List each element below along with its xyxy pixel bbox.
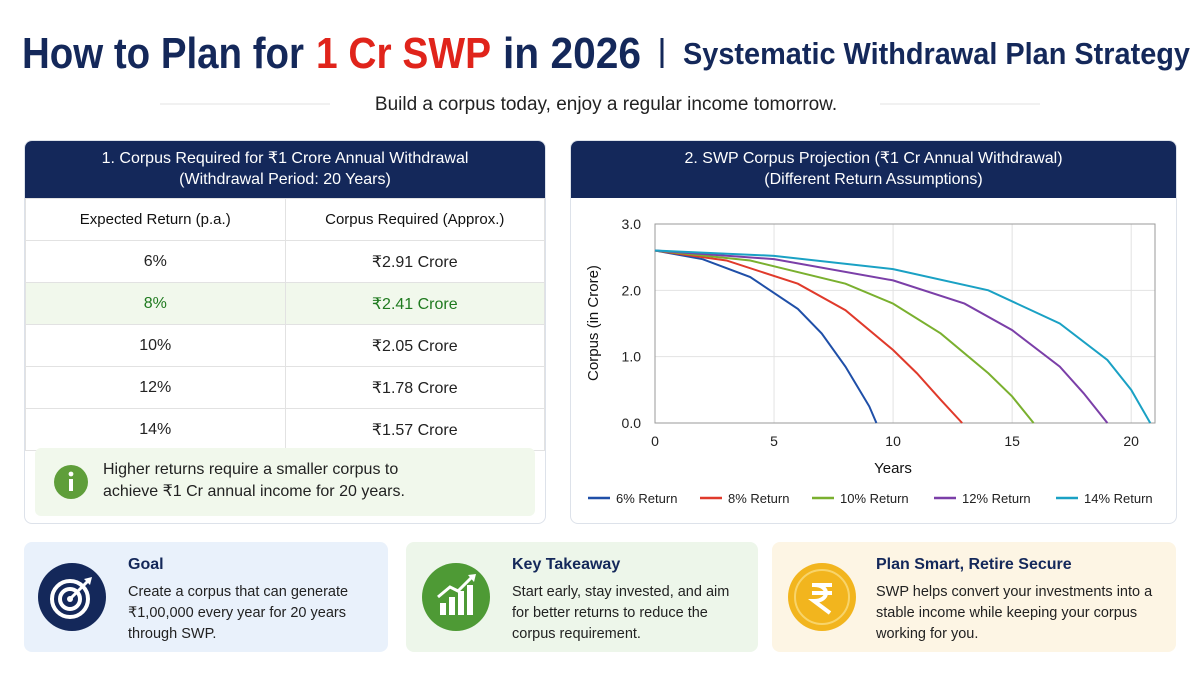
table-cell: ₹2.41 Crore — [284, 282, 545, 325]
table: Expected Return (p.a.) Corpus Required (A… — [25, 198, 545, 451]
table-row: 14% ₹1.57 Crore — [25, 408, 545, 451]
column-header: Corpus Required (Approx.) — [284, 198, 545, 241]
header-row: Expected Return (p.a.) Corpus Required (A… — [25, 198, 545, 241]
card-title: Key Takeaway — [512, 556, 621, 573]
table-row: 6% ₹2.91 Crore — [25, 240, 545, 283]
card-title: Plan Smart, Retire Secure — [876, 556, 1072, 573]
table-cell: 10% — [25, 324, 286, 367]
panel-subtitle: (Withdrawal Period: 20 Years) — [179, 171, 391, 188]
column-header: Expected Return (p.a.) — [25, 198, 286, 241]
table-cell: 14% — [25, 408, 286, 451]
title-part: How to Plan for — [22, 29, 304, 78]
header: How to Plan for 1 Cr SWP in 2026 Systema… — [22, 29, 1191, 115]
goal-icon — [38, 563, 106, 631]
table-cell: ₹1.78 Crore — [284, 366, 545, 409]
card-text: Start early, stay invested, and aim for … — [512, 584, 730, 642]
info-icon — [54, 465, 88, 499]
card-text: Create a corpus that can generate ₹1,00,… — [128, 584, 349, 642]
chart-panel: 2. SWP Corpus Projection (₹1 Cr Annual W… — [570, 140, 1177, 524]
card-text: SWP helps convert your investments into … — [876, 584, 1153, 642]
growth-icon — [422, 563, 490, 631]
title-part: in 2026 — [503, 29, 641, 78]
panel-title: 1. Corpus Required for ₹1 Crore Annual W… — [101, 150, 469, 167]
table-panel: 1. Corpus Required for ₹1 Crore Annual W… — [24, 140, 546, 524]
table-cell: 6% — [25, 240, 286, 283]
card-title: Goal — [128, 556, 164, 573]
chart-subtitle: (Different Return Assumptions) — [764, 171, 983, 188]
table-row: 12% ₹1.78 Crore — [25, 366, 545, 409]
panel-header: 2. SWP Corpus Projection (₹1 Cr Annual W… — [571, 141, 1176, 198]
table-row: 8% ₹2.41 Crore — [25, 282, 545, 325]
card: Goal Create a corpus that can generate ₹… — [24, 542, 388, 652]
card: Key Takeaway Start early, stay invested,… — [406, 542, 758, 652]
rupee-icon — [788, 563, 856, 631]
chart-title: 2. SWP Corpus Projection (₹1 Cr Annual W… — [684, 150, 1063, 167]
card: Plan Smart, Retire Secure SWP helps conv… — [772, 542, 1176, 652]
note: Higher returns require a smaller corpus … — [103, 461, 405, 500]
panel-header: 1. Corpus Required for ₹1 Crore Annual W… — [25, 141, 545, 198]
table-cell: 8% — [25, 282, 286, 325]
table-row: 10% ₹2.05 Crore — [25, 324, 545, 367]
title-part: Systematic Withdrawal Plan Strategy — [683, 36, 1191, 71]
note-box: Higher returns require a smaller corpus … — [35, 448, 535, 516]
table-cell: ₹1.57 Crore — [284, 408, 545, 451]
table-cell: 12% — [25, 366, 286, 409]
table-cell: ₹2.91 Crore — [284, 240, 545, 283]
title-highlight: 1 Cr SWP — [316, 29, 491, 78]
table-cell: ₹2.05 Crore — [284, 324, 545, 367]
subtitle: Build a corpus today, enjoy a regular in… — [375, 94, 837, 115]
